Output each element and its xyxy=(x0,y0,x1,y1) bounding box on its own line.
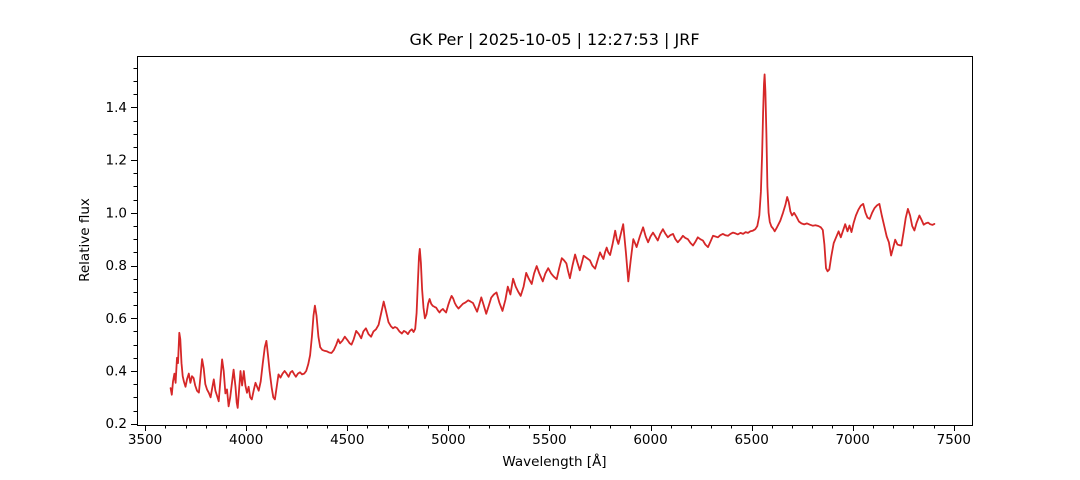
x-tick-label: 3500 xyxy=(128,432,162,448)
y-tick-label: 1.2 xyxy=(106,153,127,169)
x-tick-label: 7000 xyxy=(836,432,870,448)
y-tick-label: 1.4 xyxy=(106,100,127,116)
y-axis-label: Relative flux xyxy=(77,198,93,282)
x-tick-label: 6000 xyxy=(633,432,667,448)
x-tick-label: 6500 xyxy=(734,432,768,448)
x-tick-label: 4500 xyxy=(330,432,364,448)
chart-title: GK Per | 2025-10-05 | 12:27:53 | JRF xyxy=(409,30,700,49)
x-tick-label: 7500 xyxy=(937,432,971,448)
y-tick-label: 0.6 xyxy=(106,311,127,327)
plot-frame xyxy=(137,56,973,426)
y-tick-label: 0.8 xyxy=(106,258,127,274)
x-tick-label: 4000 xyxy=(229,432,263,448)
spectrum-line xyxy=(169,73,936,409)
y-tick-label: 1.0 xyxy=(106,205,127,221)
y-tick-label: 0.4 xyxy=(106,363,127,379)
x-tick-label: 5500 xyxy=(532,432,566,448)
y-tick-label: 0.2 xyxy=(106,416,127,432)
x-tick-label: 5000 xyxy=(431,432,465,448)
x-axis-label: Wavelength [Å] xyxy=(502,454,607,470)
